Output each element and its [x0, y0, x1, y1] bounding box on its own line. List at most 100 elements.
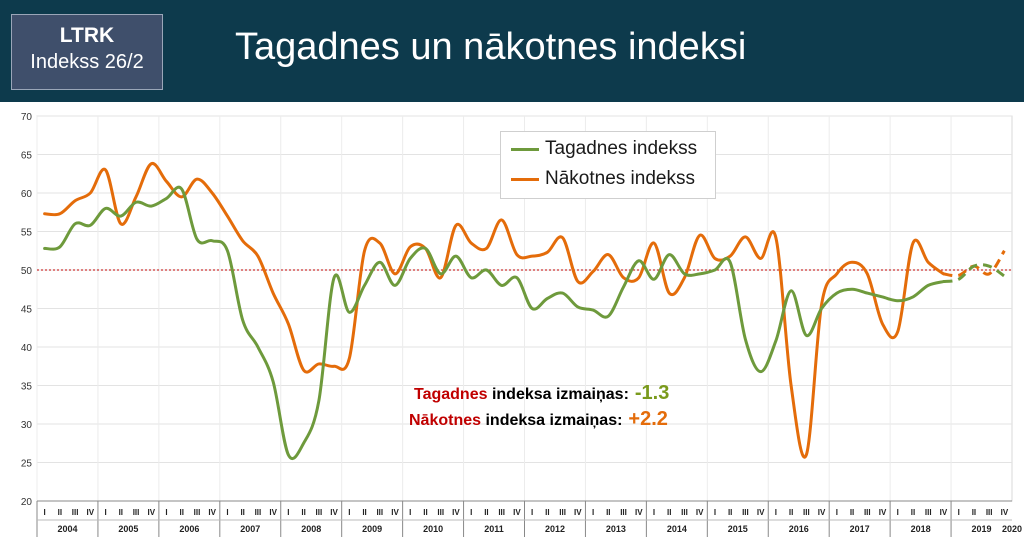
annotation-current-highlight: Tagadnes	[414, 386, 488, 403]
x-quarter-label: I	[653, 508, 655, 517]
x-quarter-label: III	[255, 508, 262, 517]
x-quarter-label: III	[72, 508, 79, 517]
annotation-current-value: -1.3	[634, 382, 670, 404]
annotation-future-change: Nākotnes indeksa izmaiņas: +2.2	[409, 408, 668, 431]
annotation-future-highlight: Nākotnes	[409, 412, 482, 429]
y-tick-label: 65	[21, 151, 33, 162]
x-quarter-label: IV	[635, 508, 643, 517]
annotation-current-change: Tagadnes indeksa izmaiņas: -1.3	[414, 382, 669, 405]
x-quarter-label: IV	[513, 508, 521, 517]
x-quarter-label: III	[864, 508, 871, 517]
legend-label-nakotnes: Nākotnes indekss	[545, 168, 695, 189]
x-quarter-label: II	[545, 508, 549, 517]
annotation-future-text: indeksa izmaiņas:	[481, 412, 623, 429]
x-year-label: 2015	[728, 524, 748, 534]
x-quarter-label: IV	[330, 508, 338, 517]
x-quarter-label: IV	[940, 508, 948, 517]
x-quarter-label: I	[531, 508, 533, 517]
x-year-label: 2017	[850, 524, 870, 534]
x-quarter-label: I	[836, 508, 838, 517]
x-quarter-label: II	[423, 508, 427, 517]
x-quarter-label: IV	[269, 508, 277, 517]
x-quarter-label: III	[437, 508, 444, 517]
x-quarter-label: III	[376, 508, 383, 517]
x-quarter-label: II	[301, 508, 305, 517]
x-quarter-label: I	[409, 508, 411, 517]
x-quarter-label: IV	[696, 508, 704, 517]
legend-swatch-nakotnes	[511, 178, 539, 181]
x-quarter-label: II	[911, 508, 915, 517]
y-tick-label: 30	[21, 420, 33, 431]
x-quarter-label: III	[559, 508, 566, 517]
x-quarter-label: I	[470, 508, 472, 517]
legend-swatch-tagadnes	[511, 148, 539, 151]
x-quarter-label: IV	[818, 508, 826, 517]
x-year-label: 2012	[545, 524, 565, 534]
x-quarter-label: I	[165, 508, 167, 517]
x-year-label: 2013	[606, 524, 626, 534]
x-quarter-label: III	[133, 508, 140, 517]
x-quarter-label: III	[803, 508, 810, 517]
x-quarter-label: III	[620, 508, 627, 517]
x-quarter-label: IV	[1001, 508, 1009, 517]
x-quarter-label: II	[728, 508, 732, 517]
y-tick-label: 40	[21, 343, 33, 354]
x-year-label: 2008	[301, 524, 321, 534]
x-year-label: 2004	[57, 524, 77, 534]
x-quarter-label: I	[287, 508, 289, 517]
x-quarter-label: IV	[757, 508, 765, 517]
y-tick-label: 60	[21, 189, 33, 200]
x-quarter-label: I	[592, 508, 594, 517]
x-quarter-label: III	[498, 508, 505, 517]
x-year-label: 2020	[1002, 524, 1022, 534]
x-quarter-label: I	[348, 508, 350, 517]
x-quarter-label: I	[775, 508, 777, 517]
x-quarter-label: II	[119, 508, 123, 517]
x-year-label: 2014	[667, 524, 687, 534]
annotation-future-value: +2.2	[628, 408, 668, 430]
x-quarter-label: I	[44, 508, 46, 517]
x-year-label: 2011	[484, 524, 504, 534]
x-quarter-label: II	[362, 508, 366, 517]
x-quarter-label: IV	[208, 508, 216, 517]
badge-subtitle: Indekss 26/2	[30, 51, 144, 73]
x-quarter-label: II	[972, 508, 976, 517]
x-quarter-label: II	[240, 508, 244, 517]
x-year-label: 2019	[972, 524, 992, 534]
x-quarter-label: I	[897, 508, 899, 517]
y-tick-label: 25	[21, 459, 33, 470]
header-bar: LTRK Indekss 26/2 Tagadnes un nākotnes i…	[0, 0, 1024, 102]
x-quarter-label: II	[606, 508, 610, 517]
x-quarter-label: III	[316, 508, 323, 517]
x-year-label: 2005	[118, 524, 138, 534]
x-quarter-label: II	[58, 508, 62, 517]
x-year-label: 2009	[362, 524, 382, 534]
x-quarter-label: IV	[879, 508, 887, 517]
index-badge: LTRK Indekss 26/2	[11, 14, 163, 90]
x-quarter-label: IV	[452, 508, 460, 517]
x-year-label: 2007	[240, 524, 260, 534]
x-quarter-label: I	[226, 508, 228, 517]
x-quarter-label: II	[484, 508, 488, 517]
x-quarter-label: III	[986, 508, 993, 517]
y-tick-label: 35	[21, 382, 33, 393]
legend-label-tagadnes: Tagadnes indekss	[545, 138, 698, 159]
page-title: Tagadnes un nākotnes indeksi	[235, 26, 747, 68]
x-quarter-label: I	[104, 508, 106, 517]
x-quarter-label: IV	[87, 508, 95, 517]
x-quarter-label: IV	[574, 508, 582, 517]
y-tick-label: 20	[21, 497, 33, 508]
y-tick-label: 70	[21, 112, 33, 123]
x-year-label: 2010	[423, 524, 443, 534]
badge-title: LTRK	[59, 24, 115, 47]
x-quarter-label: IV	[147, 508, 155, 517]
x-quarter-label: II	[667, 508, 671, 517]
y-tick-label: 55	[21, 228, 33, 239]
x-year-label: 2018	[911, 524, 931, 534]
x-quarter-label: III	[925, 508, 932, 517]
x-quarter-label: III	[681, 508, 688, 517]
x-quarter-label: II	[850, 508, 854, 517]
y-tick-label: 50	[21, 266, 33, 277]
x-quarter-label: III	[194, 508, 201, 517]
x-quarter-label: II	[789, 508, 793, 517]
